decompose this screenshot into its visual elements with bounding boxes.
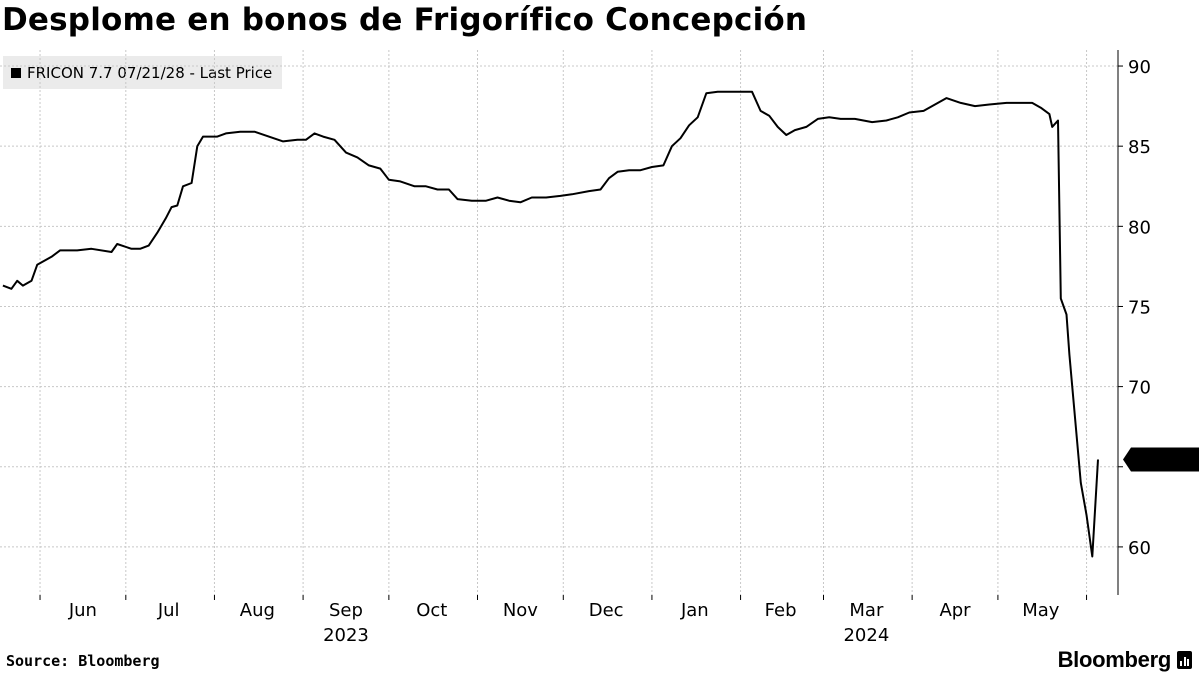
- x-tick-label: Jun: [68, 600, 97, 621]
- y-tick-label: 70: [1128, 378, 1151, 399]
- last-value-tag: [1123, 447, 1199, 472]
- y-tick-label: 85: [1128, 137, 1151, 158]
- x-tick-label: Sep: [329, 600, 363, 621]
- last-value-label-group: 65.451: [1123, 447, 1199, 472]
- y-tick-label: 75: [1128, 297, 1151, 318]
- series-line-group: [2, 90, 1099, 558]
- x-tick-label: Aug: [240, 600, 275, 621]
- x-tick-label: Nov: [503, 600, 538, 621]
- bloomberg-logo: Bloomberg: [1058, 647, 1192, 673]
- x-tick-label: May: [1022, 600, 1060, 621]
- source-note: Source: Bloomberg: [6, 652, 160, 670]
- y-tick-labels: 60 70 75 80 85 90: [1118, 57, 1151, 559]
- y-tick-label: 80: [1128, 217, 1151, 238]
- x-tick-label: Dec: [589, 600, 624, 621]
- x-tick-label: Jan: [680, 600, 709, 621]
- x-tick-label: Jul: [157, 600, 180, 621]
- legend-label: FRICON 7.7 07/21/28 - Last Price: [27, 63, 273, 82]
- x-tick-label: Mar: [849, 600, 884, 621]
- grid-lines: [0, 50, 1118, 595]
- x-year-label: 2023: [323, 625, 369, 646]
- y-tick-label: 90: [1128, 57, 1151, 78]
- bloomberg-bar-icon: [1177, 651, 1192, 669]
- y-tick-label: 60: [1128, 538, 1151, 559]
- x-tick-label: Apr: [939, 600, 971, 621]
- last-value-label: 65.451: [1133, 451, 1196, 472]
- x-tick-label: Oct: [416, 600, 447, 621]
- legend: FRICON 7.7 07/21/28 - Last Price: [3, 56, 283, 89]
- x-tick-labels: Jun Jul Aug Sep Oct Nov Dec Jan Feb Mar Apr May 2023…: [39, 595, 1088, 646]
- chart-title: Desplome en bonos de Frigorífico Concepc…: [2, 2, 808, 38]
- price-line: [2, 90, 1099, 558]
- brand-wordmark: Bloomberg: [1057, 647, 1172, 672]
- x-tick-label: Feb: [765, 600, 797, 621]
- x-year-label: 2024: [843, 625, 889, 646]
- legend-swatch: [11, 67, 21, 78]
